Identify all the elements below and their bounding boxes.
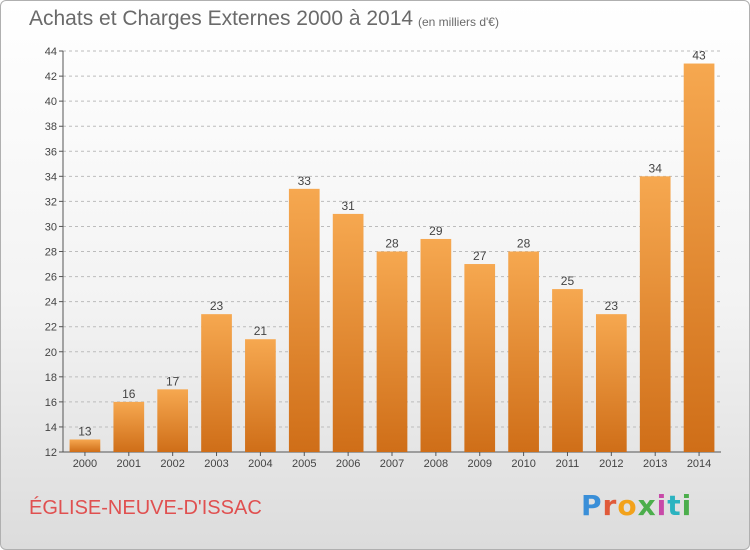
data-label: 31 bbox=[341, 199, 355, 213]
logo-letter: r bbox=[602, 489, 618, 522]
y-tick-label: 42 bbox=[45, 71, 57, 83]
data-label: 27 bbox=[473, 249, 487, 263]
logo-letter: o bbox=[617, 489, 638, 522]
bar bbox=[420, 238, 452, 452]
y-tick-label: 34 bbox=[45, 171, 57, 183]
logo-letter: P bbox=[581, 489, 603, 522]
bar bbox=[113, 401, 145, 452]
y-tick-label: 32 bbox=[45, 196, 57, 208]
bar bbox=[69, 439, 101, 452]
x-tick-label: 2009 bbox=[467, 458, 491, 470]
y-tick-label: 36 bbox=[45, 146, 57, 158]
data-label: 28 bbox=[517, 237, 531, 251]
bar bbox=[288, 188, 320, 452]
x-tick-label: 2013 bbox=[643, 458, 667, 470]
bar bbox=[552, 289, 583, 452]
y-tick-label: 24 bbox=[45, 297, 57, 309]
x-tick-label: 2010 bbox=[511, 458, 535, 470]
x-tick-label: 2005 bbox=[292, 458, 316, 470]
data-label: 34 bbox=[649, 161, 663, 175]
logo-letter: x bbox=[637, 489, 657, 522]
chart-unit: (en milliers d'€) bbox=[418, 15, 499, 29]
x-tick-label: 2002 bbox=[160, 458, 184, 470]
bar bbox=[332, 213, 364, 452]
bar bbox=[201, 314, 232, 452]
bar bbox=[683, 63, 715, 452]
data-label: 28 bbox=[385, 237, 399, 251]
chart-title: Achats et Charges Externes 2000 à 2014 bbox=[29, 7, 414, 30]
y-tick-label: 40 bbox=[45, 96, 57, 108]
y-tick-label: 16 bbox=[45, 397, 57, 409]
y-tick-label: 14 bbox=[45, 422, 57, 434]
x-tick-label: 2003 bbox=[204, 458, 228, 470]
y-tick-label: 30 bbox=[45, 221, 57, 233]
data-label: 29 bbox=[429, 224, 443, 238]
y-tick-label: 18 bbox=[45, 372, 57, 384]
y-tick-label: 26 bbox=[45, 272, 57, 284]
y-tick-label: 38 bbox=[45, 121, 57, 133]
y-tick-label: 28 bbox=[45, 247, 57, 259]
data-label: 23 bbox=[210, 299, 224, 313]
x-tick-label: 2012 bbox=[599, 458, 623, 470]
y-tick-label: 22 bbox=[45, 322, 57, 334]
x-tick-label: 2001 bbox=[117, 458, 141, 470]
data-label: 13 bbox=[78, 424, 92, 438]
bar bbox=[376, 251, 408, 452]
logo-letter: i bbox=[656, 489, 668, 522]
data-label: 25 bbox=[561, 274, 575, 288]
data-label: 16 bbox=[122, 387, 136, 401]
y-tick-label: 12 bbox=[45, 447, 57, 459]
commune-name: ÉGLISE-NEUVE-D'ISSAC bbox=[29, 497, 262, 519]
bar bbox=[157, 389, 189, 452]
x-tick-label: 2014 bbox=[687, 458, 711, 470]
data-label: 21 bbox=[254, 324, 268, 338]
bar bbox=[508, 251, 539, 452]
x-tick-label: 2008 bbox=[424, 458, 448, 470]
y-tick-label: 20 bbox=[45, 347, 57, 359]
logo-letter: t bbox=[667, 489, 682, 522]
x-tick-label: 2004 bbox=[248, 458, 272, 470]
data-label: 33 bbox=[298, 174, 312, 188]
data-label: 23 bbox=[605, 299, 619, 313]
x-tick-label: 2000 bbox=[73, 458, 97, 470]
data-label: 43 bbox=[692, 49, 706, 63]
bar bbox=[595, 314, 627, 452]
y-tick-label: 44 bbox=[45, 46, 57, 58]
bar bbox=[464, 264, 496, 452]
logo-letter: i bbox=[681, 489, 693, 522]
x-tick-label: 2006 bbox=[336, 458, 360, 470]
x-tick-label: 2011 bbox=[556, 458, 580, 470]
bar bbox=[639, 176, 671, 452]
data-label: 17 bbox=[166, 374, 180, 388]
proxiti-logo: Proxiti bbox=[581, 489, 692, 522]
x-tick-label: 2007 bbox=[380, 458, 404, 470]
bar bbox=[245, 339, 276, 452]
